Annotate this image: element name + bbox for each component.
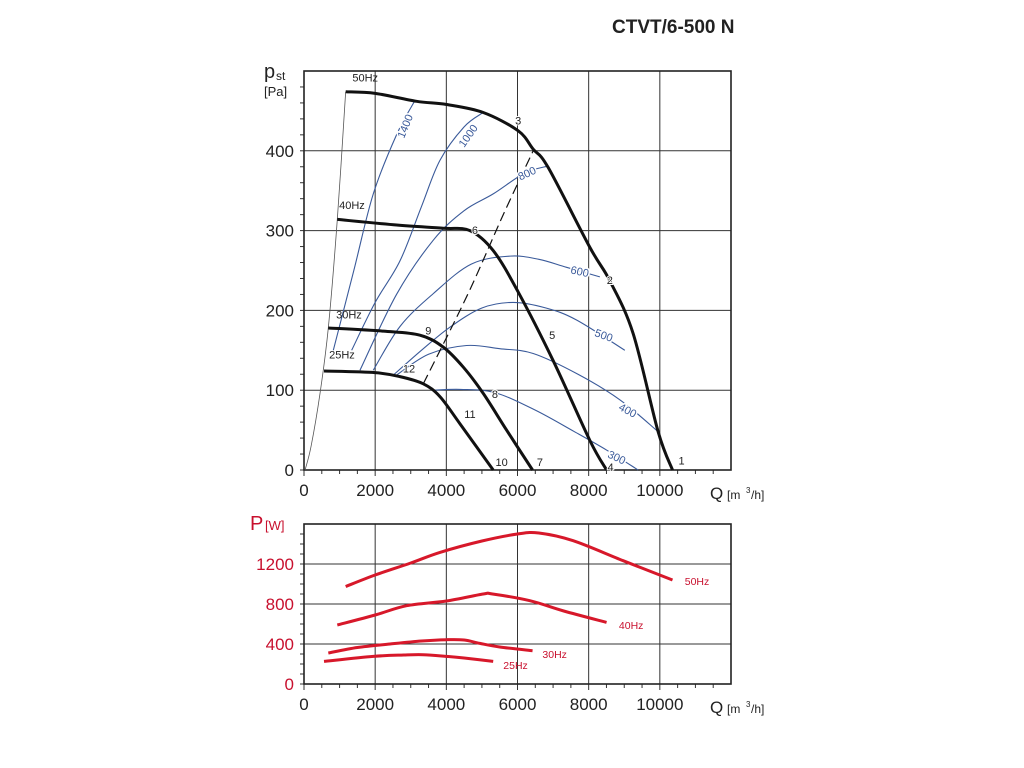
x-axis-label: Q: [710, 484, 723, 503]
power-chart: [300, 523, 732, 690]
x-tick-label: 4000: [427, 695, 465, 714]
x-tick-label: 6000: [499, 695, 537, 714]
pressure-chart: [300, 70, 732, 476]
x-tick-label: 6000: [499, 481, 537, 500]
iso-label-600: 600: [569, 264, 589, 280]
operating-point-label-11: 11: [464, 409, 475, 421]
x-tick-label: 8000: [570, 695, 608, 714]
iso-label-800: 800: [516, 165, 538, 184]
y-axis-label-subscript: st: [276, 69, 286, 83]
y-axis-label: P: [250, 513, 263, 535]
x-tick-label: 10000: [636, 695, 683, 714]
y-axis-unit: [W]: [265, 518, 285, 533]
y-tick-label: 300: [266, 222, 294, 241]
iso-line-600: [372, 255, 601, 371]
x-axis-unit: /h]: [751, 702, 764, 716]
operating-point-label-8: 8: [492, 389, 498, 401]
fan-curve-25Hz: [323, 369, 495, 471]
operating-point-label-4: 4: [607, 462, 613, 474]
optimum-dashed-line: [422, 150, 534, 385]
power-label-30Hz: 30Hz: [542, 649, 567, 661]
fan-curve-50Hz: [345, 90, 674, 471]
iso-label-1400: 1400: [396, 113, 416, 140]
x-tick-label: 0: [299, 695, 308, 714]
x-axis-label: Q: [710, 698, 723, 717]
x-tick-label: 4000: [427, 481, 465, 500]
power-curve-30Hz: [328, 638, 533, 655]
iso-line-800: [359, 165, 549, 371]
y-tick-label: 0: [285, 461, 294, 480]
power-curve-25Hz: [323, 653, 494, 663]
iso-label-1000: 1000: [457, 123, 481, 150]
y-tick-label: 400: [266, 142, 294, 161]
limit-curve: [304, 91, 347, 471]
operating-point-label-7: 7: [537, 457, 543, 469]
operating-point-label-1: 1: [678, 455, 684, 467]
operating-point-label-5: 5: [549, 330, 555, 342]
power-label-25Hz: 25Hz: [503, 660, 528, 672]
series-label-40Hz: 40Hz: [339, 200, 365, 212]
x-tick-label: 10000: [636, 481, 683, 500]
iso-line-500: [392, 301, 626, 376]
operating-point-label-9: 9: [425, 325, 431, 337]
iso-label-500: 500: [593, 327, 614, 345]
x-tick-label: 8000: [570, 481, 608, 500]
iso-line-400: [396, 344, 659, 433]
operating-point-label-6: 6: [472, 225, 478, 237]
x-tick-label: 0: [299, 481, 308, 500]
y-tick-label: 1200: [256, 555, 294, 574]
iso-line-1400: [332, 100, 416, 351]
chart-title: CTVT/6-500 N: [612, 17, 735, 38]
plot-frame: [303, 70, 732, 471]
power-curve-50Hz: [345, 530, 674, 588]
x-axis-unit: [m: [727, 488, 740, 502]
x-tick-label: 2000: [356, 481, 394, 500]
x-axis-unit: /h]: [751, 488, 764, 502]
iso-line-300: [433, 388, 639, 471]
y-tick-label: 0: [285, 675, 294, 694]
power-curve-40Hz: [336, 591, 607, 627]
operating-point-label-2: 2: [607, 275, 613, 287]
y-axis-unit: [Pa]: [264, 84, 287, 99]
power-label-50Hz: 50Hz: [685, 576, 710, 588]
y-tick-label: 100: [266, 381, 294, 400]
plot-frame: [303, 523, 732, 685]
fan-curve-30Hz: [328, 326, 534, 471]
power-label-40Hz: 40Hz: [619, 620, 644, 632]
iso-label-400: 400: [616, 401, 638, 420]
fan-curve-40Hz: [337, 217, 608, 471]
y-axis-label: p: [264, 61, 275, 83]
x-tick-label: 2000: [356, 695, 394, 714]
operating-point-label-12: 12: [403, 364, 415, 376]
iso-line-1000: [351, 112, 484, 351]
y-tick-label: 800: [266, 595, 294, 614]
operating-point-label-3: 3: [515, 115, 521, 127]
series-label-50Hz: 50Hz: [352, 72, 378, 84]
x-axis-unit-superscript: 3: [746, 486, 751, 495]
x-axis-unit: [m: [727, 702, 740, 716]
x-axis-unit-superscript: 3: [746, 700, 751, 709]
y-tick-label: 200: [266, 301, 294, 320]
series-label-25Hz: 25Hz: [329, 349, 355, 361]
operating-point-label-10: 10: [495, 457, 507, 469]
series-label-30Hz: 30Hz: [336, 309, 362, 321]
y-tick-label: 400: [266, 635, 294, 654]
